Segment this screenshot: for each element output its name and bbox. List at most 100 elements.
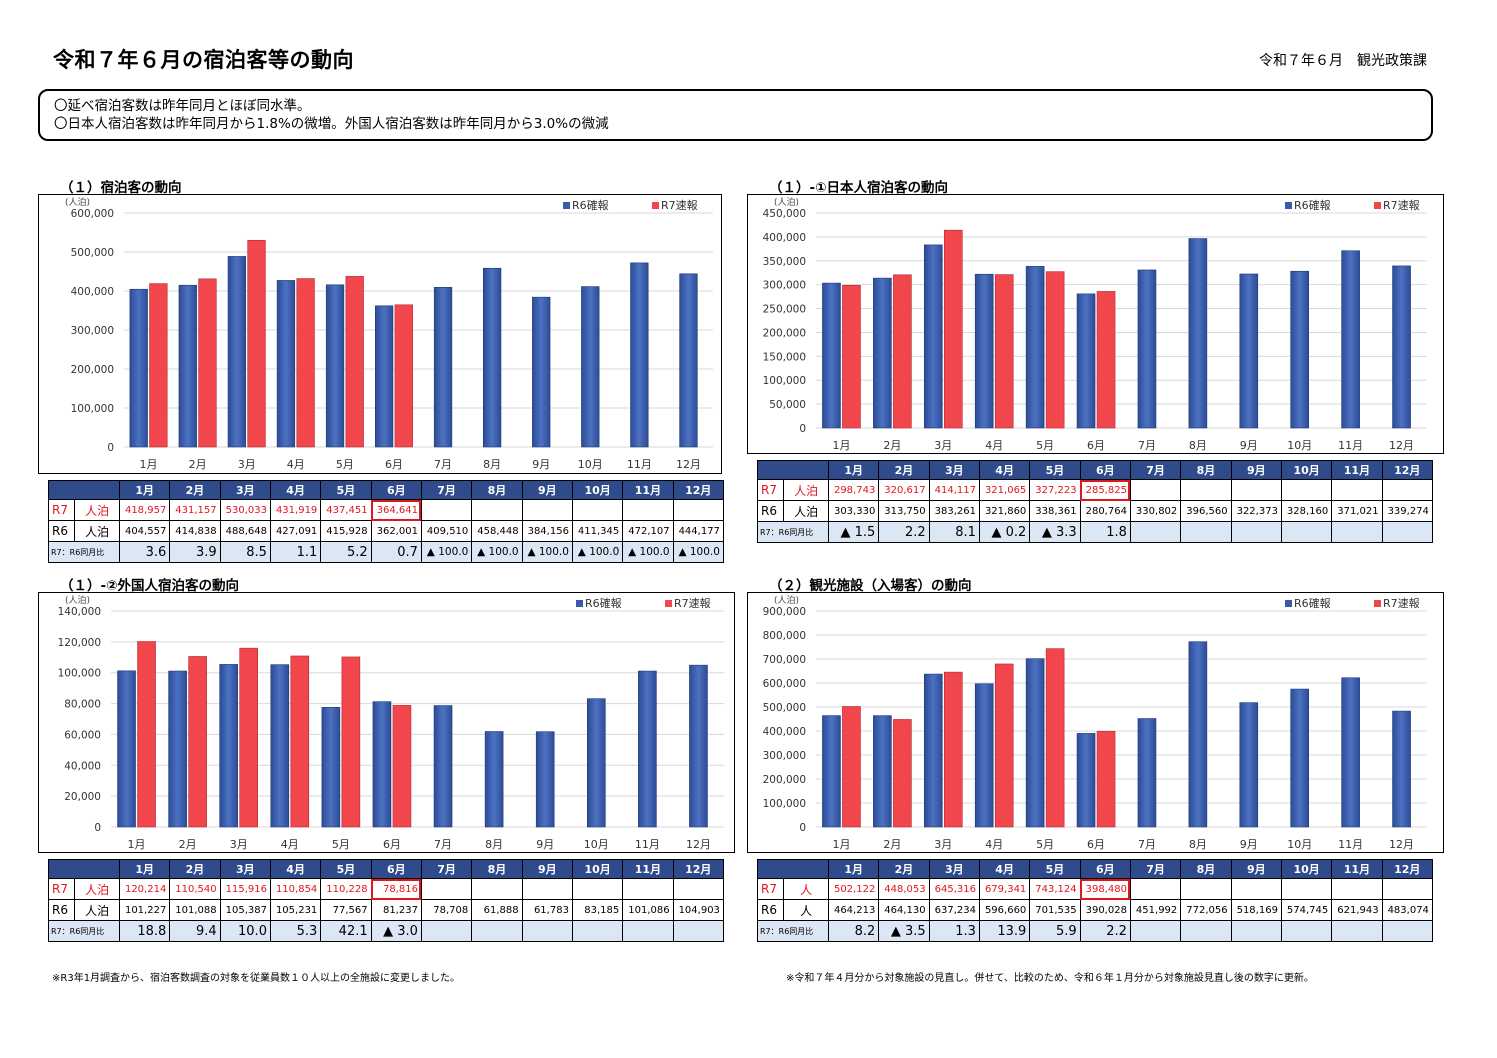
- table-cell: 384,156: [521, 520, 573, 542]
- x-tick-label: 9月: [536, 838, 554, 851]
- month-header-cell: 4月: [269, 480, 322, 500]
- r6-bar: [822, 715, 841, 828]
- r6-bar: [1392, 265, 1411, 429]
- summary-line-1: 〇延べ宿泊客数は昨年同月とほぼ同水準。: [54, 98, 311, 114]
- y-tick-label: 350,000: [763, 256, 806, 268]
- table-cell: 1.8: [1079, 521, 1131, 543]
- table-cell: 488,648: [219, 520, 271, 542]
- table-cell: 110,540: [169, 878, 221, 900]
- chart-svg: (人泊) 0 100,000 200,000 300,000 400,000 500,000…: [65, 197, 713, 471]
- row-label-unit: 人泊: [783, 500, 829, 522]
- table-cell: 330,802: [1129, 500, 1182, 522]
- chart-svg: (人泊) 0 50,000 100,000 150,000 200,000 250,000 3…: [763, 197, 1427, 452]
- table-cell: 83,185: [571, 899, 624, 921]
- table-cell: [672, 920, 724, 942]
- r6-bar: [873, 715, 892, 828]
- table-cell: [1280, 878, 1333, 900]
- r7-bar: [137, 641, 156, 828]
- table-cell: 398,480: [1079, 878, 1131, 900]
- month-header-cell: 1月: [827, 859, 880, 879]
- table-row-r7: R7 人泊 298,743 320,617 414,117 321,065 327,223 2…: [756, 479, 1433, 501]
- r6-bar: [1188, 641, 1208, 828]
- r7-bar: [842, 706, 861, 828]
- r7-bar: [1096, 291, 1116, 429]
- y-tick-label: 150,000: [763, 351, 806, 363]
- r6-bar: [270, 664, 290, 828]
- table-cell: 8.1: [928, 521, 980, 543]
- x-tick-label: 7月: [434, 838, 452, 851]
- table-cell: [622, 920, 674, 942]
- legend-label-r6: R6確報: [572, 198, 609, 212]
- legend-label-r6: R6確報: [585, 596, 622, 610]
- table-cell: 645,316: [928, 878, 980, 900]
- table-cell: 0.7: [370, 541, 422, 563]
- y-tick-label: 400,000: [71, 286, 114, 298]
- month-header-cell: 3月: [928, 859, 980, 879]
- table-cell: 320,617: [878, 479, 930, 501]
- r6-bar: [581, 286, 600, 448]
- y-tick-label: 300,000: [71, 325, 114, 337]
- y-tick-label: 600,000: [763, 678, 806, 690]
- r6-bar: [433, 286, 453, 448]
- r7-bar: [149, 283, 168, 448]
- table-cell: 396,560: [1180, 500, 1232, 522]
- r6-bar: [1137, 718, 1157, 828]
- table-cell: 414,838: [169, 520, 221, 542]
- row-label-unit: 人泊: [74, 899, 120, 921]
- summary-line-2: 〇日本人宿泊客数は昨年同月から1.8%の微増。外国人宿泊客数は昨年同月から3.0…: [54, 116, 609, 132]
- x-tick-label: 11月: [627, 458, 652, 471]
- table-cell: 483,074: [1381, 899, 1433, 921]
- x-tick-label: 10月: [1287, 838, 1312, 851]
- table-cell: 327,223: [1029, 479, 1081, 501]
- table-cell: 464,130: [878, 899, 930, 921]
- x-tick-label: 4月: [287, 458, 305, 471]
- table-cell: 105,387: [219, 899, 271, 921]
- month-header-cell: 10月: [1280, 859, 1333, 879]
- table-cell: 328,160: [1280, 500, 1333, 522]
- data-table: 1月 2月 3月 4月 5月 6月 7月 8月 9月 10月 11月 12月 R7 人 502,122 448…: [756, 859, 1433, 942]
- x-tick-label: 7月: [1138, 439, 1156, 452]
- month-header-cell: 3月: [928, 460, 980, 480]
- row-label-ratio: R7：R6同月比: [757, 521, 829, 543]
- month-header-cell: 4月: [978, 460, 1031, 480]
- row-label-ratio: R7：R6同月比: [48, 920, 120, 942]
- y-tick-label: 100,000: [763, 798, 806, 810]
- table-cell: [622, 499, 674, 521]
- r7-bar: [188, 656, 207, 828]
- y-tick-label: 500,000: [71, 247, 114, 259]
- table-cell: 115,916: [219, 878, 271, 900]
- y-tick-label: 20,000: [64, 791, 101, 803]
- month-header-cell: 10月: [571, 859, 624, 879]
- legend-swatch-r6: [1285, 202, 1292, 209]
- r6-bar: [1239, 702, 1259, 828]
- table-cell: 383,261: [928, 500, 980, 522]
- r6-bar: [372, 701, 392, 828]
- unit-label: (人泊): [774, 595, 799, 606]
- panel-title: （２）観光施設（入場客）の動向: [769, 578, 972, 594]
- legend-label-r6: R6確報: [1294, 596, 1331, 610]
- table-cell: [1230, 920, 1282, 942]
- r6-bar: [484, 731, 504, 828]
- month-header-cell: 3月: [219, 859, 271, 879]
- x-tick-label: 2月: [189, 458, 207, 471]
- x-tick-label: 1月: [128, 838, 146, 851]
- r6-bar: [1025, 266, 1045, 429]
- table-cell: [420, 920, 473, 942]
- y-tick-label: 0: [799, 822, 806, 834]
- month-header-cell: 2月: [878, 859, 930, 879]
- month-header-cell: 7月: [1129, 859, 1182, 879]
- y-tick-label: 500,000: [763, 702, 806, 714]
- y-tick-label: 0: [94, 822, 101, 834]
- table-cell: 530,033: [219, 499, 271, 521]
- summary-box: 〇延べ宿泊客数は昨年同月とほぼ同水準。 〇日本人宿泊客数は昨年同月から1.8%の…: [38, 89, 1433, 141]
- x-tick-label: 6月: [1087, 439, 1105, 452]
- table-cell: 637,234: [928, 899, 980, 921]
- x-tick-label: 6月: [385, 458, 403, 471]
- month-header-cell: 7月: [1129, 460, 1182, 480]
- panel-title: （１）宿泊客の動向: [60, 180, 182, 196]
- row-label-year: R6: [47, 899, 76, 921]
- legend-swatch-r7: [1374, 600, 1381, 607]
- table-cell: ▲ 3.5: [878, 920, 930, 942]
- month-header-cell: 11月: [622, 859, 674, 879]
- table-cell: 104,903: [672, 899, 724, 921]
